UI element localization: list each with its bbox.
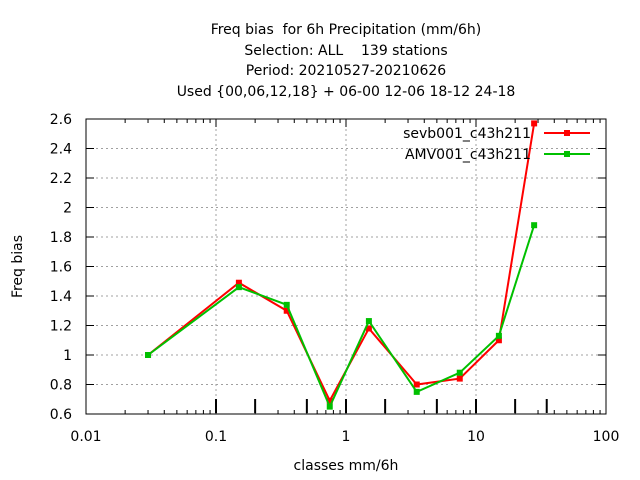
title-line-4: Used {00,06,12,18} + 06-00 12-06 18-12 2… [176, 83, 516, 100]
series-1-point [283, 307, 290, 314]
series-lines [145, 120, 538, 410]
series-2-point [145, 352, 152, 358]
y-tick-label: 2.6 [50, 112, 72, 128]
plot-frame [85, 118, 607, 415]
series-1-point [456, 375, 463, 382]
x-tick-label: 10 [467, 429, 485, 445]
y-tick-label: 2 [63, 201, 72, 217]
series-1-point [495, 337, 502, 344]
series-2-point [413, 388, 420, 395]
series-2-point [531, 222, 538, 229]
series-1-point [413, 381, 420, 388]
x-tick-label: 0.1 [205, 429, 227, 445]
series-2-point [365, 318, 372, 325]
y-axis-label: Freq bias [10, 235, 26, 298]
tick-labels: 0.6 0.8 1 1.2 1.4 1.6 1.8 2 2.2 2.4 2.6 0.01 0.1 1 10 1… [50, 112, 620, 445]
y-tick-label: 0.8 [50, 378, 72, 394]
legend: sevb001_c43h211 AMV001_c43h211 [403, 126, 590, 163]
y-tick-label: 1.2 [50, 319, 72, 335]
y-tick-label: 1 [63, 348, 72, 364]
series-1-point [326, 397, 333, 404]
series-2-point [235, 284, 242, 291]
class-markers [215, 399, 548, 413]
series-2-point [283, 301, 290, 308]
grid [86, 119, 606, 414]
series-2 [145, 222, 538, 410]
y-tick-label: 1.6 [50, 260, 72, 276]
title-line-3: Period: 20210527-20210626 [245, 63, 447, 79]
y-tick-label: 2.2 [50, 171, 72, 187]
legend-marker-1 [564, 130, 570, 136]
axis-ticks [85, 118, 607, 415]
x-tick-label: 0.01 [70, 429, 101, 445]
x-axis-label: classes mm/6h [294, 458, 399, 474]
x-tick-label: 100 [593, 429, 620, 445]
y-tick-label: 0.6 [50, 407, 72, 423]
series-2-point [495, 332, 502, 339]
y-tick-label: 1.8 [50, 230, 72, 246]
y-tick-label: 1.4 [50, 289, 72, 305]
chart-title: Freq bias for 6h Precipitation (mm/6h) S… [86, 20, 606, 102]
series-2-point [456, 369, 463, 376]
legend-label-1: sevb001_c43h211 [403, 126, 531, 142]
series-1-point [235, 279, 242, 286]
series-1-point [365, 325, 372, 332]
series-2-point [326, 403, 333, 410]
legend-label-2: AMV001_c43h211 [405, 147, 531, 163]
x-tick-label: 1 [342, 429, 351, 445]
title-line-1: Freq bias for 6h Precipitation (mm/6h) [210, 22, 482, 38]
series-1-point [531, 120, 538, 127]
y-tick-label: 2.4 [50, 142, 72, 158]
title-line-2: Selection: ALL 139 stations [244, 42, 448, 59]
legend-marker-2 [564, 151, 570, 157]
